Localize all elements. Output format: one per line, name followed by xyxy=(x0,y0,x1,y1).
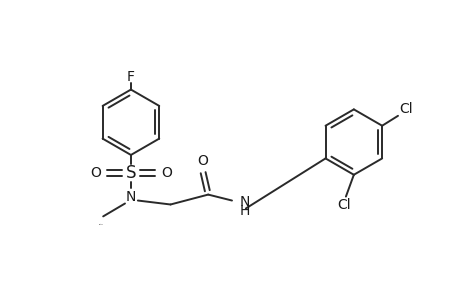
Text: H: H xyxy=(240,204,250,218)
Text: N: N xyxy=(125,190,136,204)
Text: N: N xyxy=(240,194,250,208)
Text: methyl: methyl xyxy=(99,224,103,225)
Text: O: O xyxy=(90,166,101,180)
Text: S: S xyxy=(125,164,136,182)
Text: O: O xyxy=(161,166,172,180)
Text: O: O xyxy=(196,154,207,168)
Text: F: F xyxy=(127,70,134,84)
Text: Cl: Cl xyxy=(398,102,412,116)
Text: Cl: Cl xyxy=(336,199,350,212)
